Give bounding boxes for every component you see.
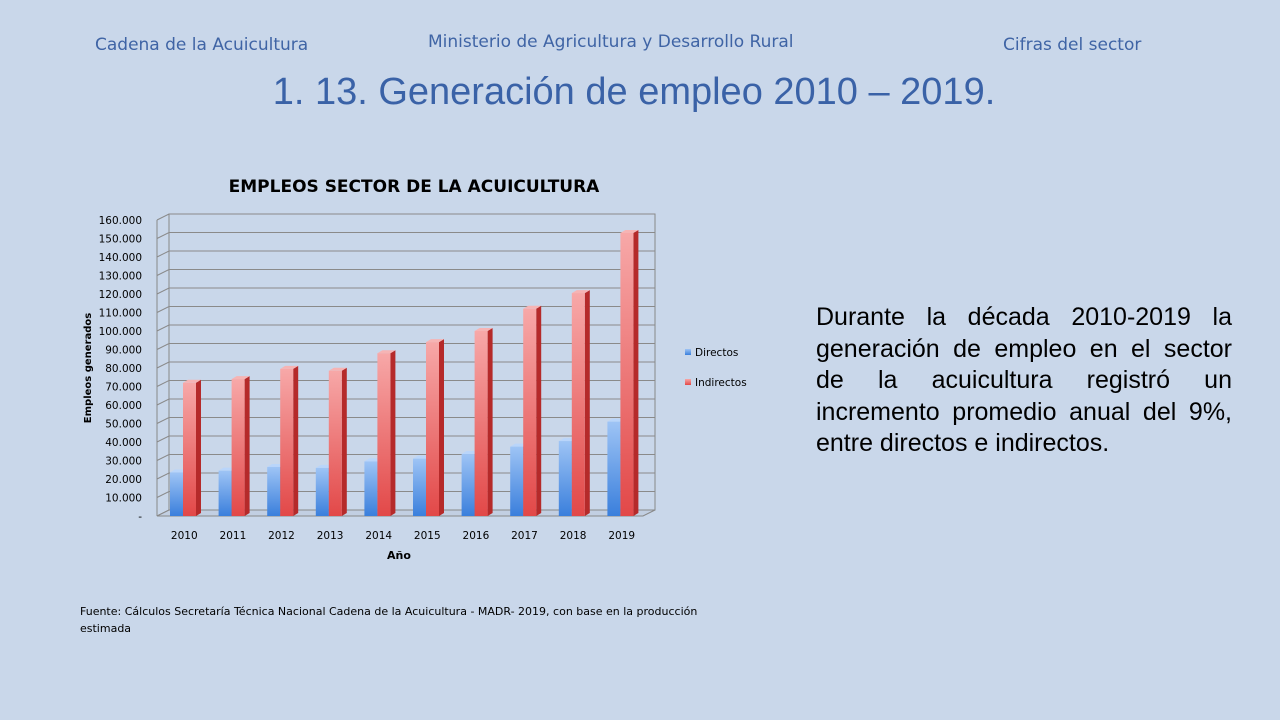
x-tick-label: 2011 bbox=[220, 530, 247, 542]
bar-indirectos-2011 bbox=[231, 376, 250, 516]
gridline bbox=[156, 435, 655, 443]
gridline bbox=[156, 213, 655, 221]
bar-indirectos-2012 bbox=[280, 365, 299, 516]
x-tick-label: 2018 bbox=[560, 530, 587, 542]
source-note: Fuente: Cálculos Secretaría Técnica Naci… bbox=[80, 605, 698, 635]
y-tick-label: 30.000 bbox=[105, 456, 142, 468]
y-tick-label: 110.000 bbox=[99, 308, 142, 320]
y-tick-label: 60.000 bbox=[105, 400, 142, 412]
y-tick-label: 140.000 bbox=[99, 252, 142, 264]
legend-swatch bbox=[685, 349, 691, 355]
x-tick-label: 2014 bbox=[365, 530, 392, 542]
header-ministry: Ministerio de Agricultura y Desarrollo R… bbox=[428, 32, 794, 52]
bar-indirectos-2019 bbox=[620, 229, 639, 516]
y-tick-label: 40.000 bbox=[105, 437, 142, 449]
gridline bbox=[156, 454, 655, 461]
y-tick-label: 120.000 bbox=[99, 289, 142, 301]
x-tick-label: 2017 bbox=[511, 530, 538, 542]
slide-title: 1. 13. Generación de empleo 2010 – 2019. bbox=[272, 71, 996, 113]
x-tick-label: 2013 bbox=[317, 530, 344, 542]
bar-indirectos-2013 bbox=[328, 367, 347, 516]
x-tick-label: 2016 bbox=[463, 530, 490, 542]
x-tick-label: 2012 bbox=[268, 530, 295, 542]
y-axis-label: Empleos generados bbox=[83, 313, 94, 423]
gridline bbox=[156, 491, 655, 498]
x-tick-label: 2019 bbox=[608, 530, 635, 542]
y-tick-label: 20.000 bbox=[105, 474, 142, 486]
y-tick-label: 160.000 bbox=[99, 215, 142, 227]
gridline bbox=[156, 417, 655, 424]
x-tick-label: 2015 bbox=[414, 530, 441, 542]
y-tick-label: 10.000 bbox=[105, 493, 142, 505]
bar-indirectos-2018 bbox=[571, 290, 590, 516]
legend-label: Directos bbox=[695, 347, 738, 359]
y-tick-label: 150.000 bbox=[99, 234, 142, 246]
gridline bbox=[156, 343, 655, 350]
legend-swatch bbox=[685, 379, 691, 385]
bar-indirectos-2015 bbox=[426, 339, 444, 516]
gridline bbox=[156, 250, 655, 258]
legend-item-directos: Directos bbox=[685, 347, 738, 359]
bar-indirectos-2017 bbox=[523, 305, 542, 516]
chart-title: EMPLEOS SECTOR DE LA ACUICULTURA bbox=[229, 177, 601, 197]
y-tick-label: 90.000 bbox=[105, 345, 142, 357]
legend-item-indirectos: Indirectos bbox=[685, 377, 747, 389]
x-axis-label: Año bbox=[387, 549, 411, 562]
bar-indirectos-2014 bbox=[377, 350, 396, 516]
y-tick-label: 50.000 bbox=[105, 419, 142, 431]
gridline bbox=[156, 361, 655, 369]
gridline bbox=[156, 306, 655, 313]
bar-indirectos-2016 bbox=[474, 328, 493, 516]
y-tick-label: 130.000 bbox=[99, 271, 142, 283]
gridline bbox=[156, 232, 655, 239]
gridline bbox=[156, 472, 655, 480]
gridline bbox=[156, 380, 655, 387]
y-tick-label: 80.000 bbox=[105, 363, 142, 375]
x-tick-label: 2010 bbox=[171, 530, 198, 542]
description-text: Durante la década 2010-2019 la generació… bbox=[816, 303, 1232, 457]
header-chain-name: Cadena de la Acuicultura bbox=[95, 35, 309, 55]
header-section: Cifras del sector bbox=[1003, 35, 1142, 55]
gridline bbox=[156, 269, 655, 276]
gridline bbox=[156, 287, 655, 295]
y-tick-label: 70.000 bbox=[105, 382, 142, 394]
y-tick-label: - bbox=[138, 511, 142, 523]
gridline bbox=[156, 324, 655, 332]
legend-label: Indirectos bbox=[695, 377, 747, 389]
bar-indirectos-2010 bbox=[183, 379, 201, 516]
y-tick-label: 100.000 bbox=[99, 326, 142, 338]
gridline bbox=[156, 398, 655, 406]
